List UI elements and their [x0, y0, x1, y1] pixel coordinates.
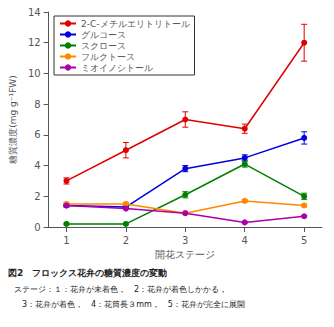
svg-text:2-C-メチルエリトリトール: 2-C-メチルエリトリトール: [81, 19, 190, 29]
svg-text:8: 8: [34, 99, 40, 110]
svg-text:4: 4: [242, 235, 248, 246]
svg-text:1: 1: [63, 235, 69, 246]
svg-text:グルコース: グルコース: [81, 30, 126, 40]
svg-text:糖質濃度(mg g⁻¹FW): 糖質濃度(mg g⁻¹FW): [8, 75, 18, 164]
svg-text:5: 5: [301, 235, 307, 246]
svg-text:スクロース: スクロース: [81, 41, 126, 51]
svg-text:図2 フロックス花弁の糖質濃度の変動: 図2 フロックス花弁の糖質濃度の変動: [8, 268, 167, 278]
svg-text:2: 2: [123, 235, 129, 246]
svg-text:6: 6: [34, 129, 40, 140]
svg-text:3：花弁が着色， 4：花筒長３mm， 5：花弁が完全に展開: 3：花弁が着色， 4：花筒長３mm， 5：花弁が完全に展開: [14, 300, 245, 309]
svg-text:2: 2: [34, 191, 40, 202]
svg-text:10: 10: [28, 68, 41, 79]
svg-text:ミオイノシトール: ミオイノシトール: [81, 63, 153, 73]
svg-text:3: 3: [182, 235, 188, 246]
svg-text:開花ステージ: 開花ステージ: [155, 249, 215, 260]
svg-text:4: 4: [34, 160, 40, 171]
svg-text:12: 12: [28, 37, 41, 48]
svg-text:0: 0: [34, 222, 40, 233]
svg-text:ステージ：１：花弁が未着色， 2：花弁が着色しかかる，: ステージ：１：花弁が未着色， 2：花弁が着色しかかる，: [14, 285, 227, 294]
svg-text:フルクトース: フルクトース: [81, 52, 135, 62]
svg-text:14: 14: [28, 7, 41, 18]
